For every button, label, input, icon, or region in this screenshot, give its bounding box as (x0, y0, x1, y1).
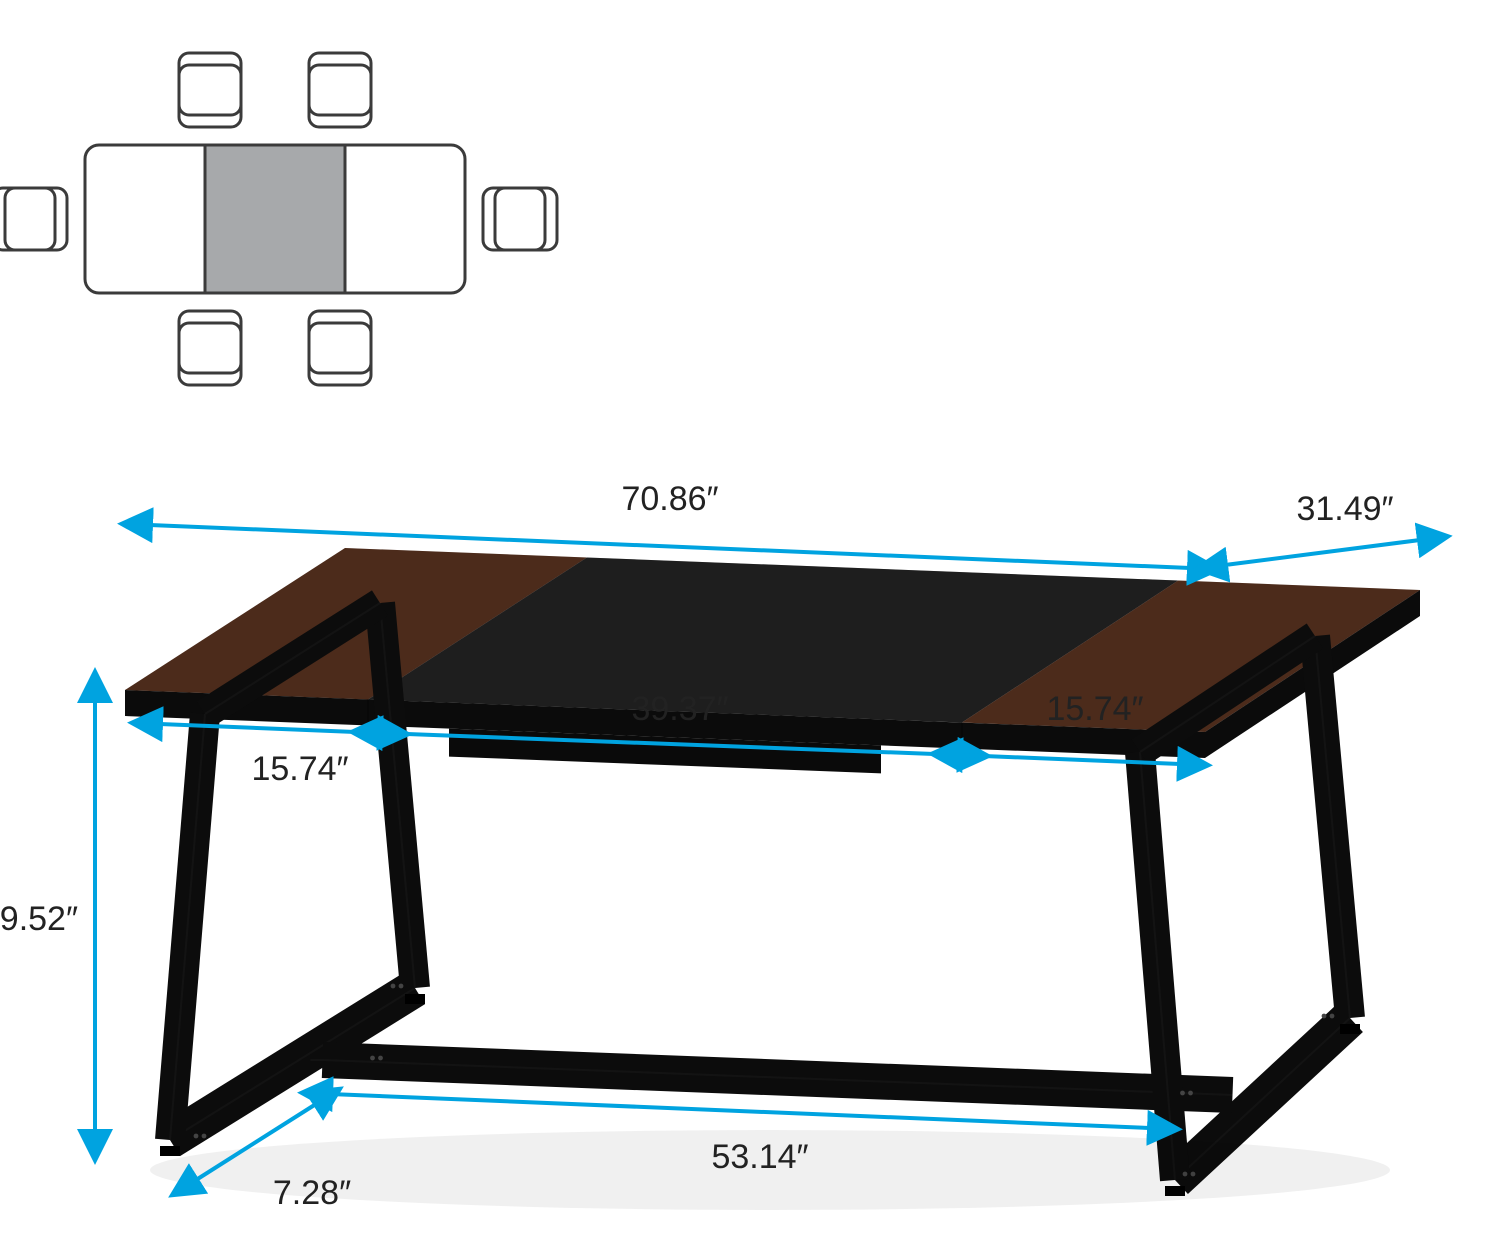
dim-height-label: 29.52″ (0, 900, 78, 938)
dim-mid-center-label: 39.37″ (631, 690, 728, 728)
dim-base-label: 53.14″ (711, 1138, 808, 1176)
dim-foot-label: 7.28″ (273, 1174, 351, 1212)
dim-mid-right-label: 15.74″ (1046, 690, 1143, 728)
seating-diagram (0, 53, 557, 385)
dim-depth (1225, 540, 1420, 565)
dim-mid-left-label: 15.74″ (251, 750, 348, 788)
dim-depth-label: 31.49″ (1296, 490, 1393, 528)
dim-top-width-label: 70.86″ (621, 480, 718, 518)
